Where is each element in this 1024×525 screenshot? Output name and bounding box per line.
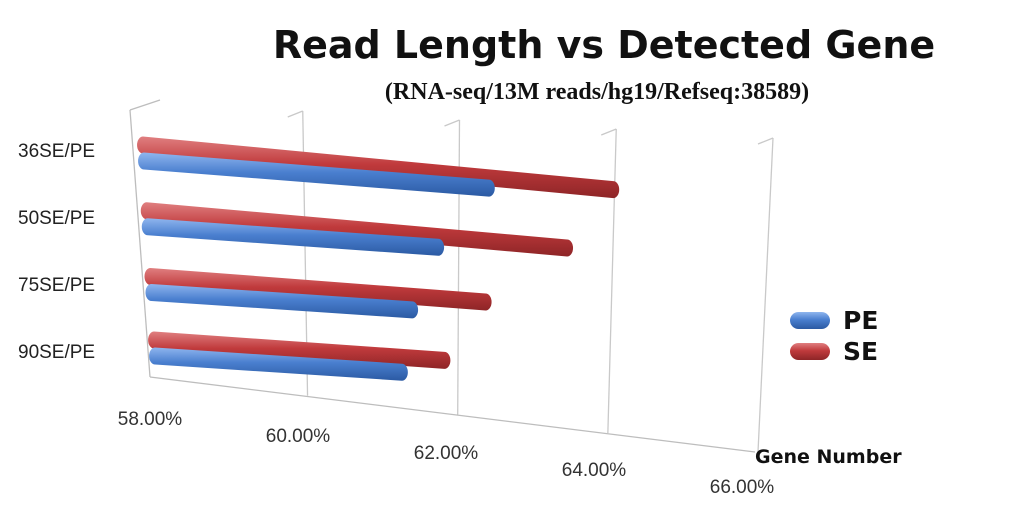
legend-swatch-pe — [790, 312, 830, 329]
bar-pe — [149, 347, 408, 381]
gridline-4 — [757, 137, 774, 453]
legend-swatch-se — [790, 343, 830, 360]
frame-top-edge — [129, 99, 161, 111]
bar-pe — [141, 218, 445, 256]
gridline-top-2 — [444, 119, 460, 127]
bar-se — [144, 267, 492, 311]
x-tick-label: 62.00% — [414, 443, 479, 464]
frame-floor-edge — [149, 376, 756, 453]
x-axis-title: Gene Number — [755, 446, 902, 468]
bar-se — [140, 202, 574, 257]
legend-label-se: SE — [843, 337, 878, 366]
bar-pe — [145, 283, 419, 319]
x-tick-label: 64.00% — [562, 460, 627, 481]
gridline-top-1 — [287, 110, 303, 118]
gridline-3 — [607, 128, 617, 434]
category-label: 75SE/PE — [18, 275, 95, 296]
gridline-top-3 — [601, 128, 617, 136]
category-label: 50SE/PE — [18, 208, 95, 229]
x-tick-labels: 58.00% 60.00% 62.00% 64.00% 66.00% — [118, 409, 775, 498]
chart-title: Read Length vs Detected Gene — [273, 23, 935, 67]
category-label: 36SE/PE — [18, 141, 95, 162]
frame-left-edge — [129, 109, 151, 378]
bar-se — [148, 331, 451, 369]
chart-subtitle: (RNA-seq/13M reads/hg19/Refseq:38589) — [385, 79, 809, 105]
bars — [137, 136, 620, 381]
gridline-top-4 — [757, 137, 774, 145]
legend-label-pe: PE — [843, 306, 878, 335]
category-label: 90SE/PE — [18, 342, 95, 363]
x-tick-label: 60.00% — [266, 426, 331, 447]
category-labels: 36SE/PE 50SE/PE 75SE/PE 90SE/PE — [18, 141, 95, 363]
gridline-2 — [457, 119, 461, 415]
bar-se — [137, 136, 620, 199]
bar-pe — [138, 152, 495, 197]
x-tick-label: 58.00% — [118, 409, 183, 430]
x-tick-label: 66.00% — [710, 477, 775, 498]
